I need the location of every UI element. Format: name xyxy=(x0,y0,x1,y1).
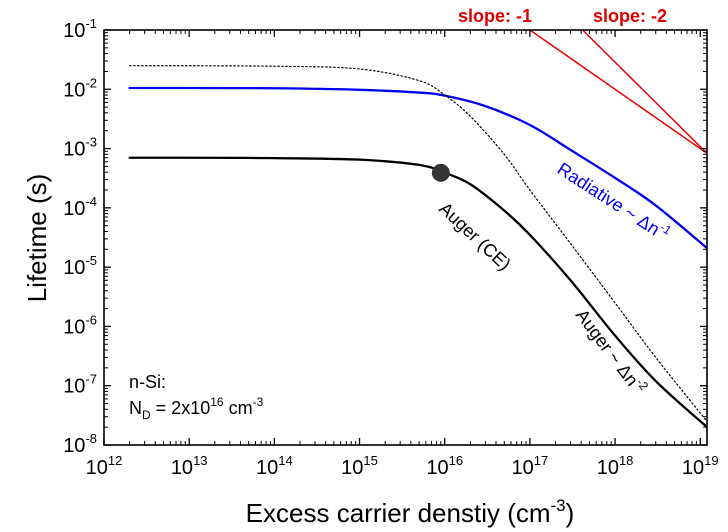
series-layer xyxy=(128,30,707,429)
radiative-label: Radiative ~ Δn-1 xyxy=(554,156,674,245)
x-tick-label: 1015 xyxy=(341,453,378,479)
slope-1-curve xyxy=(529,30,707,155)
auger-ce-marker xyxy=(431,163,450,182)
x-tick-label: 1017 xyxy=(512,453,549,479)
y-tick-label: 10-8 xyxy=(63,431,97,457)
y-tick-label: 10-3 xyxy=(63,135,97,161)
sample-doping-label: ND = 2x1016 cm-3 xyxy=(129,395,264,422)
ticks-layer: 1012 1013 1014 1015 1016 1017 1018 1019 10-1 10-2… xyxy=(63,16,718,479)
radiative-curve xyxy=(128,86,707,250)
auger-ce-curve xyxy=(128,156,707,429)
slope-minus-2-label: slope: -2 xyxy=(593,6,667,26)
y-tick-label: 10-7 xyxy=(63,372,97,398)
plot-frame xyxy=(103,29,708,446)
y-tick-label: 10-1 xyxy=(63,16,97,42)
x-axis-title: Excess carrier denstiy (cm-3) xyxy=(246,496,575,528)
x-tick-label: 1018 xyxy=(597,453,634,479)
sample-material-label: n-Si: xyxy=(129,372,166,392)
x-tick-label: 1013 xyxy=(171,453,208,479)
y-tick-label: 10-6 xyxy=(63,312,97,338)
auger-label: Auger ~ Δn-2 xyxy=(572,304,652,399)
y-tick-label: 10-2 xyxy=(63,75,97,101)
slope-minus-1-label: slope: -1 xyxy=(458,6,532,26)
dotted-curve xyxy=(129,65,707,423)
slope-2-curve xyxy=(581,30,707,155)
y-axis-title: Lifetime (s) xyxy=(22,174,52,303)
x-tick-label: 1016 xyxy=(426,453,463,479)
x-tick-label: 1012 xyxy=(86,453,123,479)
y-tick-label: 10-5 xyxy=(63,253,97,279)
x-tick-label: 1019 xyxy=(682,453,719,479)
y-tick-label: 10-4 xyxy=(63,194,97,220)
x-tick-label: 1014 xyxy=(256,453,293,479)
